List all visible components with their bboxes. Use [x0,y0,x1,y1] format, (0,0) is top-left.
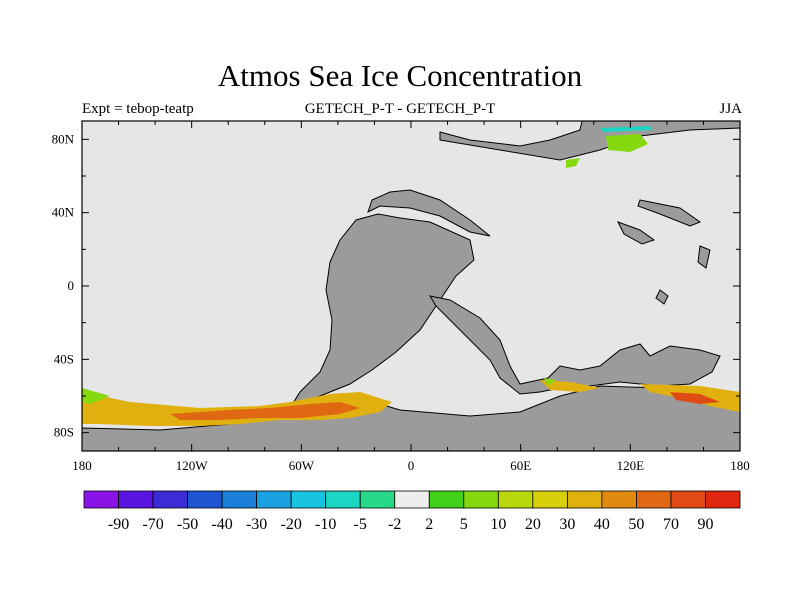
comparison-label: GETECH_P-T - GETECH_P-T [304,101,496,117]
chart-title: Atmos Sea Ice Concentration [217,58,583,93]
colorbar-swatch [83,490,119,509]
island-land [655,289,669,305]
colorbar-tick-label: -10 [315,516,336,533]
latitude-labels: 80N 40N 0 40S 80S [52,131,75,439]
island-land [637,199,702,227]
colorbar-swatch [705,490,741,509]
ice-increase-region [606,134,648,152]
colorbar-tick-label: -5 [354,516,367,533]
colorbar-swatch [394,490,430,509]
colorbar-swatch [601,490,637,509]
colorbar-tick-label: -50 [177,516,198,533]
colorbar-swatch [221,490,258,509]
longitude-tick-label: 0 [408,458,415,473]
colorbar-tick-label: -2 [388,516,401,533]
longitude-tick-label: 60E [510,458,531,473]
island-land [616,221,656,245]
island-land [697,245,711,269]
colorbar-tick-label: 2 [425,516,433,533]
ice-increase-region [170,402,360,420]
latitude-tick-label: 80N [52,131,75,146]
colorbar-tick-label: 70 [663,516,679,533]
ice-increase-region [540,380,600,392]
colorbar-swatch [463,490,499,509]
experiment-label: Expt = tebop-teatp [82,101,194,117]
longitude-tick-label: 60W [289,458,315,473]
colorbar-tick-label: 20 [525,516,541,533]
colorbar-tick-label: 5 [460,516,468,533]
colorbar-tick-label: -30 [246,516,267,533]
latitude-tick-label: 80S [54,425,74,440]
longitude-tick-label: 120W [176,458,209,473]
colorbar-labels: -90 -70 -50 -40 -30 -20 -10 -5 -2 2 5 10 20 30 40 50 70 9… [108,516,714,533]
latitude-tick-label: 40N [52,205,75,220]
ice-increase-region [82,388,110,404]
ice-increase-region [544,378,556,386]
colorbar-tick-label: 50 [628,516,644,533]
longitude-tick-label: 120E [617,458,645,473]
colorbar-swatch [532,490,568,509]
season-label: JJA [719,101,742,117]
colorbar-tick-label: 40 [594,516,610,533]
colorbar-tick-label: 30 [559,516,575,533]
colorbar-swatch [428,490,465,509]
colorbar-tick-label: 90 [697,516,713,533]
ice-decrease-region [600,126,652,132]
colorbar-tick-label: -70 [142,516,163,533]
colorbar-swatch [152,490,188,509]
colorbar-swatch [325,490,361,509]
colorbar-swatch [359,490,396,509]
colorbar-swatch [256,490,292,509]
ice-increase-region [82,392,392,426]
ice-increase-region [566,158,580,168]
ice-change-fields [82,126,740,426]
ice-increase-region [670,392,720,404]
longitude-labels: 180 120W 60W 0 60E 120E 180 [72,458,750,473]
north-atlantic-land [367,189,491,237]
south-america-land [288,213,475,410]
colorbar-tick-label: -20 [280,516,301,533]
africa-land [428,295,721,395]
latitude-tick-label: 0 [68,278,75,293]
colorbar-tick-label: -90 [108,516,129,533]
colorbar-swatch [497,490,534,509]
longitude-tick-label: 180 [730,458,750,473]
colorbar-swatch [187,490,223,509]
colorbar-swatch [118,490,154,509]
colorbar-tick-label: -40 [211,516,232,533]
colorbar [83,490,741,509]
colorbar-swatch [290,490,327,509]
longitude-tick-label: 180 [72,458,92,473]
latitude-tick-label: 40S [54,351,74,366]
axis-ticks [81,121,741,451]
colorbar-swatch [636,490,672,509]
colorbar-swatch [566,490,603,509]
colorbar-swatch [670,490,706,509]
colorbar-tick-label: 10 [490,516,506,533]
